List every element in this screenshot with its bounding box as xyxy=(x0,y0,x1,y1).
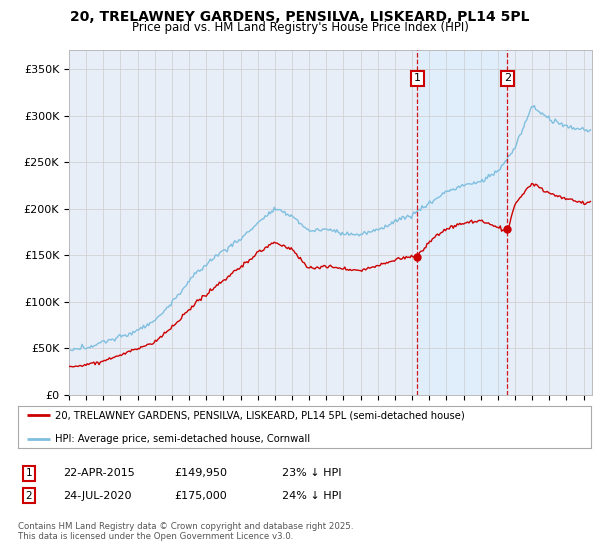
Text: 24% ↓ HPI: 24% ↓ HPI xyxy=(282,491,341,501)
Text: 1: 1 xyxy=(25,468,32,478)
Text: 24-JUL-2020: 24-JUL-2020 xyxy=(63,491,131,501)
Text: Contains HM Land Registry data © Crown copyright and database right 2025.
This d: Contains HM Land Registry data © Crown c… xyxy=(18,522,353,542)
Text: 22-APR-2015: 22-APR-2015 xyxy=(63,468,135,478)
Text: 1: 1 xyxy=(414,73,421,83)
Text: £149,950: £149,950 xyxy=(174,468,227,478)
Text: 23% ↓ HPI: 23% ↓ HPI xyxy=(282,468,341,478)
Text: 20, TRELAWNEY GARDENS, PENSILVA, LISKEARD, PL14 5PL: 20, TRELAWNEY GARDENS, PENSILVA, LISKEAR… xyxy=(70,10,530,24)
Text: £175,000: £175,000 xyxy=(174,491,227,501)
Text: 2: 2 xyxy=(25,491,32,501)
Text: Price paid vs. HM Land Registry's House Price Index (HPI): Price paid vs. HM Land Registry's House … xyxy=(131,21,469,34)
Bar xyxy=(418,50,508,395)
Text: HPI: Average price, semi-detached house, Cornwall: HPI: Average price, semi-detached house,… xyxy=(55,434,310,444)
Text: 20, TRELAWNEY GARDENS, PENSILVA, LISKEARD, PL14 5PL (semi-detached house): 20, TRELAWNEY GARDENS, PENSILVA, LISKEAR… xyxy=(55,410,465,420)
Text: 2: 2 xyxy=(504,73,511,83)
